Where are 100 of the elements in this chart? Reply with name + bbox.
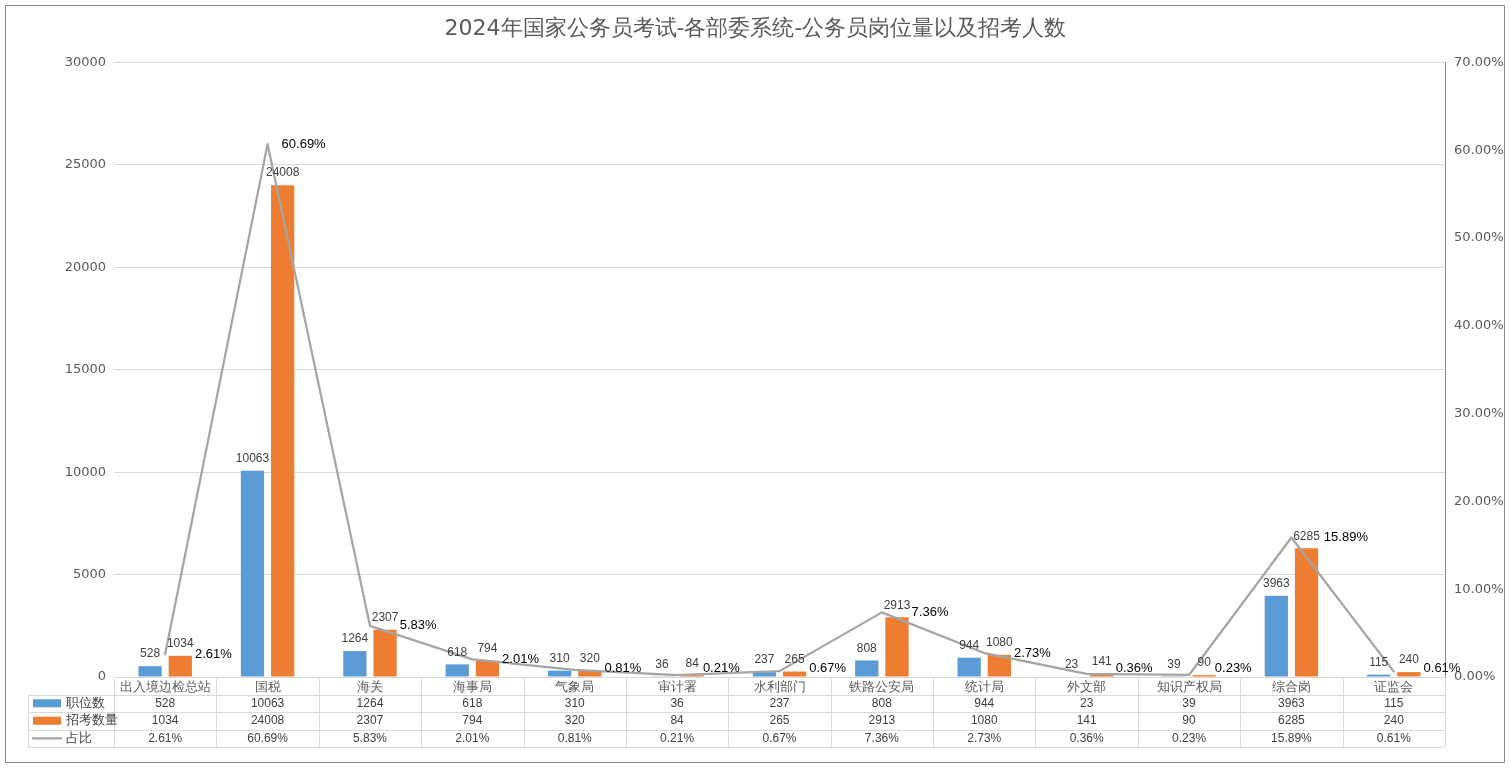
- data-label: 36: [670, 695, 685, 710]
- text: 265: [784, 651, 805, 666]
- y2-tick-label: 10.00%: [1454, 580, 1504, 596]
- y2-tick-label: 20.00%: [1454, 492, 1504, 508]
- y-tick-label: 15000: [64, 361, 106, 377]
- text: 141: [1091, 654, 1112, 669]
- bar: [373, 629, 397, 677]
- y2-tick-label: 50.00%: [1454, 229, 1504, 245]
- y-tick-label: 20000: [64, 258, 106, 274]
- data-label: 39: [1182, 695, 1197, 710]
- text: 6285: [1293, 528, 1320, 543]
- y-tick-label: 30000: [64, 53, 106, 69]
- y2-tick-label: 60.00%: [1454, 141, 1504, 157]
- text: 84: [685, 655, 699, 670]
- text: 15.89%: [1323, 529, 1368, 545]
- data-label: 0.81%: [557, 730, 593, 745]
- text: 320: [579, 650, 600, 665]
- data-label: 808: [871, 695, 893, 710]
- data-label: 2913: [868, 713, 896, 728]
- text: 2.73%: [1014, 644, 1051, 660]
- data-label: 0.61%: [1376, 730, 1412, 745]
- text: 7.36%: [911, 603, 949, 619]
- legend-label: 招考数量: [65, 712, 118, 728]
- data-label: 944: [974, 695, 995, 710]
- data-label: 0.67%: [762, 730, 797, 745]
- data-label: 528: [155, 695, 176, 710]
- data-label: 794: [462, 713, 483, 728]
- bar: [475, 660, 500, 677]
- x-tick-label: 外文部: [1067, 679, 1107, 695]
- text: 24008: [265, 165, 300, 180]
- text: 2307: [371, 610, 399, 625]
- data-label: 5.83%: [352, 730, 388, 745]
- data-label: 15.89%: [1271, 730, 1313, 745]
- bar: [957, 657, 981, 677]
- data-label: 240: [1383, 713, 1405, 728]
- data-label: 2307: [356, 713, 384, 728]
- chart-title: 2024年国家公务员考试-各部委系统-公务员岗位量以及招考人数: [444, 14, 1067, 40]
- legend-label: 占比: [66, 729, 92, 745]
- data-label: 0.21%: [660, 730, 695, 745]
- data-label: 2.01%: [455, 730, 490, 745]
- text: 39: [1167, 656, 1181, 671]
- x-tick-label: 出入境边检总站: [119, 679, 211, 695]
- x-tick-label: 海关: [356, 679, 383, 695]
- x-tick-label: 综合岗: [1271, 679, 1311, 695]
- data-label: 310: [564, 695, 586, 710]
- bar: [168, 655, 192, 677]
- text: 618: [447, 644, 468, 659]
- x-tick-label: 知识产权局: [1156, 679, 1222, 695]
- text: 0.23%: [1214, 659, 1252, 675]
- text: 1080: [986, 635, 1013, 650]
- x-tick-label: 海事局: [452, 679, 492, 695]
- text: 3963: [1262, 576, 1290, 591]
- bar: [445, 664, 469, 677]
- data-label: 237: [769, 695, 790, 710]
- data-label: 90: [1182, 713, 1197, 728]
- y2-tick-label: 70.00%: [1454, 53, 1504, 69]
- data-label: 10063: [250, 695, 285, 710]
- data-label: 60.69%: [247, 730, 289, 745]
- text: 60.69%: [281, 135, 326, 151]
- y-tick-label: 0: [97, 668, 106, 684]
- bar: [1294, 548, 1319, 677]
- text: 1264: [341, 631, 369, 646]
- data-label: 265: [769, 713, 790, 728]
- data-label: 320: [564, 713, 586, 728]
- bar: [240, 470, 265, 677]
- text: 2913: [883, 597, 911, 612]
- data-label: 3963: [1278, 695, 1306, 710]
- data-label: 1034: [151, 713, 179, 728]
- data-label: 0.23%: [1172, 730, 1207, 745]
- bar: [343, 651, 367, 677]
- text: 36: [655, 656, 669, 671]
- text: 237: [754, 652, 775, 667]
- text: 1034: [166, 636, 194, 651]
- bar: [138, 666, 162, 677]
- text: 90: [1197, 655, 1211, 670]
- data-label: 1264: [356, 695, 384, 710]
- x-tick-label: 证监会: [1374, 679, 1414, 695]
- data-label: 84: [670, 713, 685, 728]
- x-tick-label: 国税: [254, 679, 281, 695]
- data-label: 6285: [1278, 713, 1306, 728]
- bar: [1397, 672, 1421, 677]
- bar: [885, 617, 909, 677]
- data-label: 24008: [250, 713, 285, 728]
- bar: [1264, 595, 1288, 677]
- text: 0.21%: [702, 659, 740, 675]
- bar: [987, 654, 1011, 677]
- text: 310: [549, 650, 570, 665]
- text: 240: [1398, 652, 1419, 667]
- text: 0.36%: [1115, 659, 1153, 675]
- data-label: 2.61%: [148, 730, 183, 745]
- text: 528: [140, 646, 161, 661]
- text: 5.83%: [399, 617, 437, 633]
- bar: [271, 185, 295, 677]
- text: 944: [959, 637, 980, 652]
- data-label: 618: [462, 695, 483, 710]
- y2-tick-label: 40.00%: [1454, 317, 1504, 333]
- text: 115: [1369, 654, 1389, 669]
- data-label: 1080: [970, 713, 998, 728]
- text: 10063: [235, 451, 270, 466]
- y-tick-label: 10000: [64, 463, 106, 479]
